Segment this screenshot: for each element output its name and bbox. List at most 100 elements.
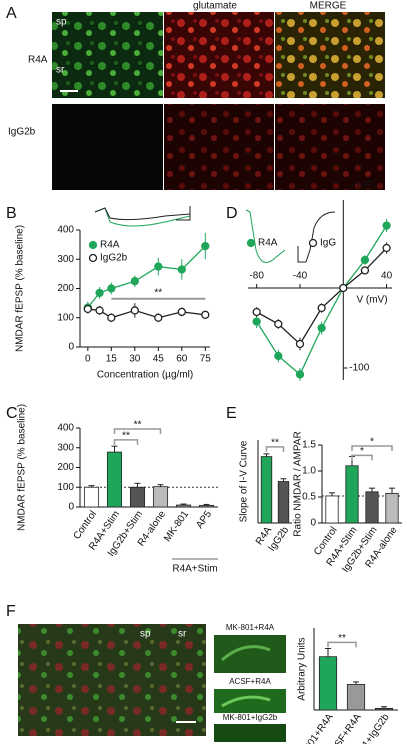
y-axis-label: NMDAR fEPSP (% baseline) (15, 225, 26, 352)
y-tick-label: 400 (57, 423, 74, 434)
y-axis-label: NMDAR fEPSP (% baseline) (17, 404, 28, 531)
bar (260, 456, 273, 524)
panel-label: C (6, 405, 18, 422)
point (382, 221, 391, 230)
region-label: sp (140, 629, 151, 640)
legend-label: R4A (258, 238, 278, 249)
bar (346, 683, 366, 711)
annotation: ** (154, 287, 162, 298)
x-tick-label: 75 (200, 354, 212, 365)
y-tick-label: 400 (57, 225, 74, 236)
y-tick-label: 200 (57, 283, 74, 294)
point (317, 323, 326, 333)
micrograph (214, 635, 286, 673)
point (130, 277, 139, 286)
panel-label: B (6, 205, 17, 222)
point (107, 284, 116, 293)
bar (106, 451, 123, 508)
panel-label: E (226, 405, 237, 422)
x-tick-label: 0 (85, 354, 91, 365)
point (339, 283, 348, 293)
bar (345, 465, 359, 524)
micrograph (52, 104, 163, 190)
point (177, 265, 186, 274)
bar (374, 707, 394, 711)
y-tick-label: 300 (57, 442, 74, 453)
y-tick-label: 300 (57, 254, 74, 265)
point (252, 307, 261, 317)
annotation: ** (122, 430, 130, 441)
micrograph (164, 104, 274, 190)
point (274, 319, 283, 329)
x-tick-label: MK-801 (162, 509, 191, 544)
y-tick-label: 0 (310, 518, 316, 529)
x-tick-label: 15 (106, 354, 118, 365)
x-tick-label: -40 (293, 271, 308, 282)
y-axis-label: I (pA) (351, 179, 375, 190)
micrograph (18, 624, 206, 736)
legend-marker (246, 238, 256, 248)
group-label: R4A+Stim (172, 564, 217, 575)
legend-label: IgG2b (100, 253, 128, 264)
scale-bar (176, 206, 191, 221)
trace (94, 207, 191, 221)
x-axis-label: Concentration (µg/ml) (97, 370, 193, 381)
y-axis-label: Slope of I-V Curve (239, 440, 250, 522)
legend-label: IgG (320, 238, 336, 249)
x-tick-label: AP5 (194, 509, 214, 531)
significance-bracket (113, 428, 162, 434)
bar (175, 504, 192, 508)
point (95, 288, 104, 298)
point (154, 313, 163, 322)
micrograph (214, 724, 286, 742)
y-axis-label: Arbitrary Units (297, 637, 308, 700)
y-tick-label: 100 (57, 312, 74, 323)
bar (129, 486, 146, 508)
thumb-label: MK-801+IgG2b (223, 713, 278, 722)
thumb-label: MK-801+R4A (226, 623, 275, 632)
point (201, 241, 210, 251)
bar (318, 656, 338, 711)
point (201, 310, 210, 319)
micrograph (214, 689, 286, 713)
point (295, 370, 305, 379)
point (382, 243, 391, 253)
legend-label: R4A (100, 240, 120, 251)
significance-bracket (265, 446, 285, 452)
panel-label: F (6, 603, 16, 620)
decoration (221, 645, 271, 662)
trace (305, 211, 336, 263)
significance-bracket (351, 454, 373, 461)
thumb-label: ACSF+R4A (229, 677, 271, 686)
column-header: MERGE (310, 1, 347, 12)
x-tick-label: MK-801+R4A (292, 712, 336, 744)
x-axis-label: V (mV) (356, 295, 387, 306)
annotation: * (370, 437, 374, 448)
trace (245, 209, 286, 263)
region-label: sr (178, 629, 187, 640)
panel-label: A (6, 5, 17, 22)
point (154, 262, 163, 271)
x-tick-label: 60 (176, 354, 188, 365)
bar (83, 486, 100, 508)
bar (385, 492, 399, 524)
point (274, 351, 283, 361)
y-tick-label: 0.5 (302, 492, 316, 503)
y-tick-label: 0 (68, 502, 74, 513)
legend-marker (88, 253, 98, 263)
micrograph (275, 104, 385, 190)
significance-bracket (113, 439, 139, 445)
y-tick-label: -100 (349, 363, 369, 374)
annotation: ** (134, 420, 142, 431)
region-label: sp (56, 17, 67, 28)
scale-bar (297, 246, 306, 263)
decoration (221, 695, 271, 708)
y-tick-label: 0 (68, 342, 74, 353)
bar (277, 481, 290, 524)
row-label: R4A (28, 55, 48, 66)
legend-marker (308, 238, 318, 248)
series-line (87, 308, 206, 319)
x-tick-label: 45 (153, 354, 165, 365)
micrograph (164, 12, 274, 98)
